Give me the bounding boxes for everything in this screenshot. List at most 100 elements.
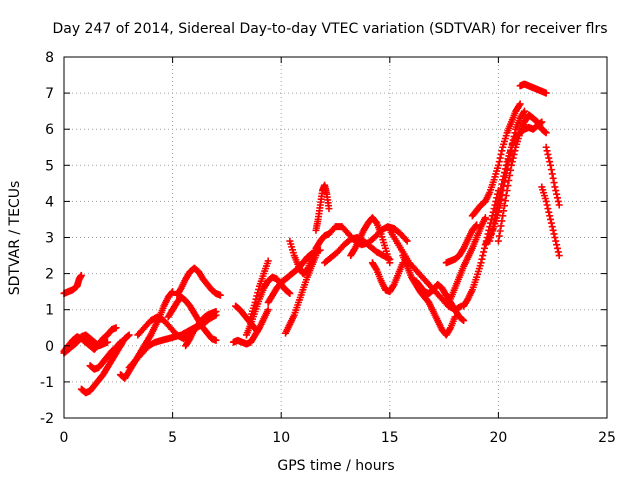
- data-point: [542, 197, 550, 205]
- y-tick-label: 8: [45, 50, 54, 66]
- x-tick-label: 5: [168, 430, 177, 446]
- data-point: [496, 189, 504, 197]
- data-point: [488, 226, 496, 234]
- data-point: [487, 230, 495, 238]
- data-point: [553, 194, 561, 202]
- data-point: [253, 292, 261, 300]
- data-point: [498, 180, 506, 188]
- data-point: [490, 219, 498, 227]
- data-point: [549, 226, 557, 234]
- data-point: [542, 129, 550, 137]
- data-point: [254, 289, 262, 297]
- data-point: [553, 241, 561, 249]
- data-point: [542, 143, 550, 151]
- x-axis-label: GPS time / hours: [277, 458, 394, 474]
- data-point: [555, 201, 563, 209]
- series-t1: [60, 271, 85, 297]
- data-point: [497, 222, 505, 230]
- y-tick-label: 6: [45, 122, 54, 138]
- data-point: [500, 172, 508, 180]
- x-tick-label: 15: [381, 430, 399, 446]
- y-tick-label: -2: [40, 411, 54, 427]
- series-t26: [412, 277, 468, 325]
- x-tick-label: 10: [272, 430, 290, 446]
- data-point: [551, 183, 559, 191]
- data-point: [491, 215, 499, 223]
- data-point: [486, 237, 494, 245]
- y-tick-label: 5: [45, 158, 54, 174]
- data-point: [495, 232, 503, 240]
- series-t11: [182, 308, 220, 350]
- series-t13: [229, 306, 272, 348]
- series-t17: [282, 252, 320, 337]
- series-t28: [447, 214, 489, 303]
- data-point: [403, 237, 411, 245]
- data-point: [506, 171, 514, 179]
- series-t23: [368, 259, 407, 296]
- data-point: [515, 101, 523, 109]
- data-point: [553, 190, 561, 198]
- y-axis-label: SDTVAR / TECUs: [7, 181, 23, 296]
- data-point: [502, 192, 510, 200]
- data-point: [251, 298, 259, 306]
- data-point: [481, 214, 489, 222]
- data-point: [504, 182, 512, 190]
- data-point: [460, 317, 468, 325]
- axis-ticks: [63, 56, 608, 419]
- data-point: [520, 107, 528, 115]
- data-point: [516, 100, 524, 108]
- data-point: [548, 223, 556, 231]
- data-point: [555, 252, 563, 260]
- data-point: [501, 197, 509, 205]
- y-tick-label: 1: [45, 303, 54, 319]
- data-point: [509, 154, 517, 162]
- data-point: [496, 154, 504, 162]
- data-point: [496, 227, 504, 235]
- data-point: [168, 289, 176, 297]
- y-tick-label: 4: [45, 194, 54, 210]
- x-tick-label: 25: [598, 430, 616, 446]
- y-tick-label: -1: [40, 375, 54, 391]
- series-t22: [347, 214, 394, 267]
- data-point: [480, 244, 488, 252]
- data-point: [446, 325, 454, 333]
- data-point: [389, 282, 397, 290]
- data-point: [500, 202, 508, 210]
- series-t34: [516, 80, 550, 97]
- data-point: [492, 210, 500, 218]
- data-point: [554, 197, 562, 205]
- data-point: [495, 158, 503, 166]
- data-marks: [60, 80, 563, 397]
- data-point: [543, 201, 551, 209]
- series-t3: [60, 331, 111, 357]
- data-point: [499, 212, 507, 220]
- data-point: [478, 255, 486, 263]
- data-point: [372, 265, 380, 273]
- data-point: [497, 150, 505, 158]
- data-point: [547, 215, 555, 223]
- data-point: [494, 202, 502, 210]
- data-point: [552, 187, 560, 195]
- data-point: [493, 206, 501, 214]
- data-point: [520, 109, 528, 117]
- data-point: [547, 161, 555, 169]
- series-t30: [468, 100, 524, 220]
- data-point: [545, 208, 553, 216]
- series-t15: [247, 257, 272, 321]
- data-point: [112, 324, 120, 332]
- series-t27: [442, 221, 481, 267]
- data-point: [487, 234, 495, 241]
- data-point: [552, 237, 560, 245]
- data-point: [499, 176, 507, 184]
- data-point: [386, 259, 394, 267]
- series-t5: [86, 338, 124, 373]
- data-point: [544, 150, 552, 158]
- data-point: [550, 179, 558, 187]
- x-tick-label: 0: [60, 430, 69, 446]
- data-point: [546, 212, 554, 220]
- data-point: [511, 147, 519, 155]
- data-point: [169, 288, 177, 296]
- data-point: [508, 158, 516, 166]
- data-point: [286, 289, 294, 297]
